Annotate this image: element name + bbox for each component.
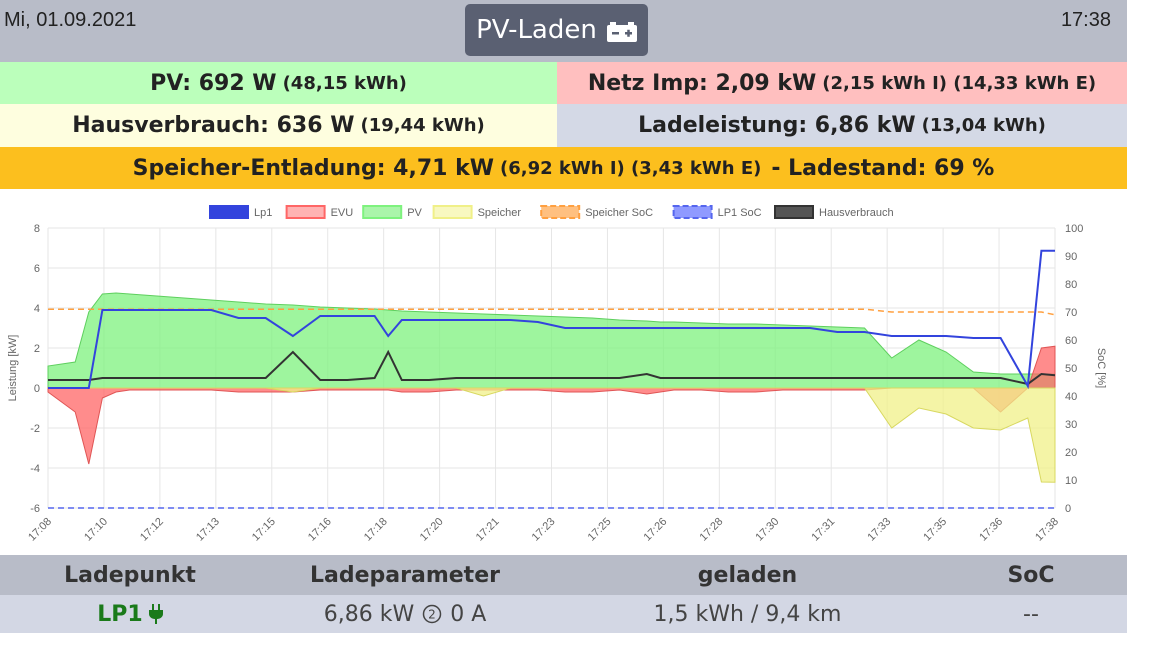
series-hausverbrauch-line: [48, 349, 1056, 386]
grid-status-main: Netz Imp: 2,09 kW: [587, 70, 817, 96]
house-consumption-main: Hausverbrauch: 636 W: [72, 113, 355, 138]
y2-tick-label: 50: [1065, 363, 1077, 375]
y2-tick-label: 30: [1065, 419, 1077, 431]
storage-status: Speicher-Entladung: 4,71 kW (6,92 kWh I) …: [0, 147, 1127, 189]
grid-status-energy: (2,15 kWh I) (14,33 kWh E): [822, 72, 1097, 94]
y-tick-label: -2: [30, 423, 40, 435]
x-tick-label: 17:18: [362, 516, 390, 544]
x-tick-label: 17:10: [82, 516, 110, 544]
x-tick-label: 17:15: [250, 516, 278, 544]
plug-icon: [148, 604, 163, 624]
legend-swatch: [540, 205, 581, 219]
legend-swatch: [774, 205, 814, 219]
legend-label: Lp1: [254, 207, 272, 219]
charging-power-main: Ladeleistung: 6,86 kW: [638, 113, 916, 138]
y-tick-label: 2: [34, 343, 40, 355]
x-tick-label: 17:31: [809, 516, 837, 544]
header-ladeparameter: Ladeparameter: [310, 562, 500, 588]
charging-power-energy: (13,04 kWh): [921, 115, 1046, 136]
legend-label: EVU: [331, 207, 354, 219]
header-time: 17:38: [1060, 9, 1111, 31]
y-tick-label: -6: [30, 503, 40, 515]
charged-energy-value: 1,5 kWh / 9,4 km: [653, 601, 842, 627]
pv-status-energy: (48,15 kWh): [282, 72, 407, 94]
y2-tick-label: 40: [1065, 391, 1077, 403]
storage-status-main: Speicher-Entladung: 4,71 kW: [132, 155, 495, 181]
y2-tick-label: 20: [1065, 447, 1077, 459]
y-tick-label: -4: [30, 463, 40, 475]
y2-axis-label: SoC [%]: [1095, 348, 1107, 388]
x-tick-label: 17:36: [977, 516, 1005, 544]
chargepoint-table-header: Ladepunkt Ladeparameter geladen SoC: [0, 555, 1127, 595]
vehicle-soc-value: --: [1023, 601, 1039, 627]
pv-status: PV: 692 W (48,15 kWh): [0, 62, 557, 104]
x-tick-label: 17:33: [865, 516, 893, 544]
chargepoint-row-lp1[interactable]: LP1 6,86 kW 2 0 A 1,5 kWh / 9,4 km --: [0, 595, 1127, 633]
house-consumption-status: Hausverbrauch: 636 W (19,44 kWh): [0, 104, 557, 147]
header-date: Mi, 01.09.2021: [4, 9, 137, 31]
x-tick-label: 17:38: [1033, 516, 1061, 544]
pv-status-main: PV: 692 W: [150, 70, 277, 96]
legend-swatch: [209, 205, 249, 219]
charge-parameter-cell: 6,86 kW 2 0 A: [260, 595, 550, 633]
chargepoint-name-cell[interactable]: LP1: [0, 595, 260, 633]
legend-label: Speicher: [478, 207, 522, 219]
phase-2-icon: 2: [422, 604, 442, 624]
legend-label: PV: [407, 207, 422, 219]
x-tick-label: 17:35: [921, 516, 949, 544]
legend-swatch: [362, 205, 403, 219]
y-tick-label: 6: [34, 263, 40, 275]
legend-swatch: [672, 205, 713, 219]
series-speicher-area: [48, 387, 1056, 483]
y-axis-label: Leistung [kW]: [7, 335, 19, 402]
legend-swatch: [285, 205, 326, 219]
charging-power-status: Ladeleistung: 6,86 kW (13,04 kWh): [557, 104, 1127, 147]
legend-label: Hausverbrauch: [819, 207, 894, 219]
y-tick-label: 4: [34, 303, 40, 315]
y-tick-label: 8: [34, 223, 40, 235]
header-ladepunkt: Ladepunkt: [64, 562, 196, 588]
series-pv-area: [47, 292, 1056, 389]
y2-tick-label: 0: [1065, 503, 1071, 515]
legend-swatch: [432, 205, 473, 219]
legend-label: LP1 SoC: [718, 207, 762, 219]
car-battery-icon: [606, 20, 637, 42]
series-speicher-soc-line: [48, 308, 1056, 316]
y2-tick-label: 90: [1065, 251, 1077, 263]
grid-status: Netz Imp: 2,09 kW (2,15 kWh I) (14,33 kWh…: [557, 62, 1127, 104]
x-tick-label: 17:26: [642, 516, 670, 544]
charge-mode-label: PV-Laden: [476, 15, 597, 45]
y2-tick-label: 100: [1065, 223, 1083, 235]
charge-power-value: 6,86 kW: [323, 601, 415, 627]
chargepoint-name[interactable]: LP1: [97, 601, 143, 627]
y2-tick-label: 80: [1065, 279, 1077, 291]
x-tick-label: 17:16: [306, 516, 334, 544]
x-tick-label: 17:12: [138, 516, 166, 544]
x-tick-label: 17:13: [194, 516, 222, 544]
house-consumption-energy: (19,44 kWh): [360, 115, 485, 136]
y2-tick-label: 10: [1065, 475, 1077, 487]
header-bar: Mi, 01.09.2021 PV-Laden 17:38: [0, 0, 1127, 62]
x-tick-label: 17:30: [753, 516, 781, 544]
legend-label: Speicher SoC: [585, 207, 653, 219]
x-tick-label: 17:28: [698, 516, 726, 544]
charge-mode-button[interactable]: PV-Laden: [465, 4, 648, 56]
y-tick-label: 0: [34, 383, 40, 395]
storage-soc: - Ladestand: 69 %: [771, 155, 995, 181]
storage-status-energy: (6,92 kWh I) (3,43 kWh E): [500, 157, 762, 179]
x-tick-label: 17:08: [26, 516, 54, 544]
header-soc: SoC: [1007, 562, 1055, 588]
x-tick-label: 17:20: [418, 516, 446, 544]
power-chart: 8 6 4 2 0 -2 -4 -6 100 90 80 70 60 50 40 30 20 10 0 17:08 17…: [0, 192, 1127, 552]
x-tick-label: 17:21: [474, 516, 502, 544]
y2-tick-label: 60: [1065, 335, 1077, 347]
svg-text:2: 2: [428, 608, 436, 622]
series-lp1-line: [48, 249, 1055, 390]
header-geladen: geladen: [697, 562, 798, 588]
x-tick-label: 17:23: [530, 516, 558, 544]
charge-current-value: 0 A: [450, 601, 487, 627]
x-tick-label: 17:25: [586, 516, 614, 544]
y2-tick-label: 70: [1065, 307, 1077, 319]
